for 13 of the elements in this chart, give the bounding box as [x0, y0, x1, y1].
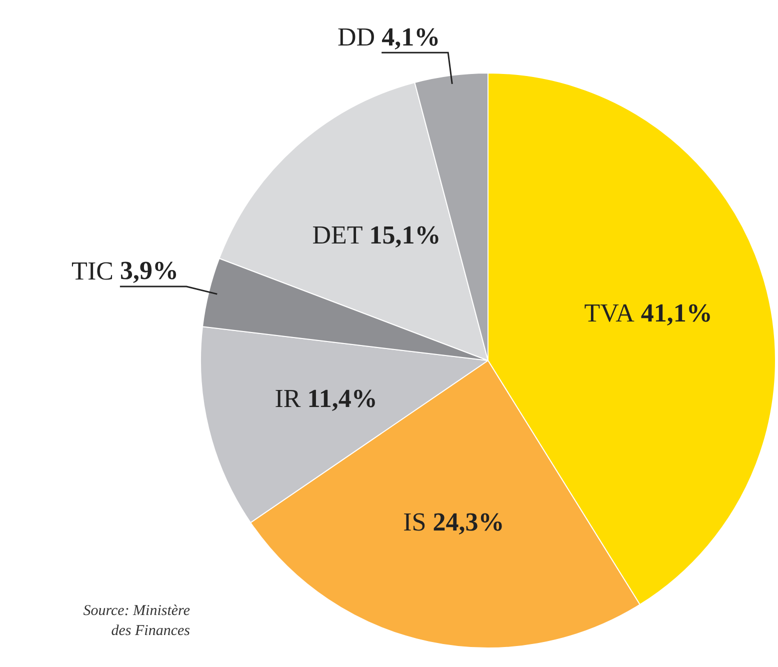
- slice-label: IR: [274, 384, 302, 414]
- source-note: Source: Ministère des Finances: [83, 603, 190, 639]
- slice-label: DET: [312, 220, 363, 250]
- data-label: 3,9%: [120, 256, 178, 286]
- slice-label: IS: [403, 508, 426, 536]
- data-label: 41,1%: [640, 298, 712, 328]
- slice-label: TVA: [584, 298, 635, 328]
- data-label: 24,3%: [432, 507, 504, 536]
- slice-label: DD: [338, 22, 376, 52]
- data-label: 11,4%: [307, 384, 378, 413]
- slice-label: TIC: [72, 256, 114, 286]
- data-label: 15,1%: [369, 220, 441, 250]
- data-label: 4,1%: [382, 22, 440, 52]
